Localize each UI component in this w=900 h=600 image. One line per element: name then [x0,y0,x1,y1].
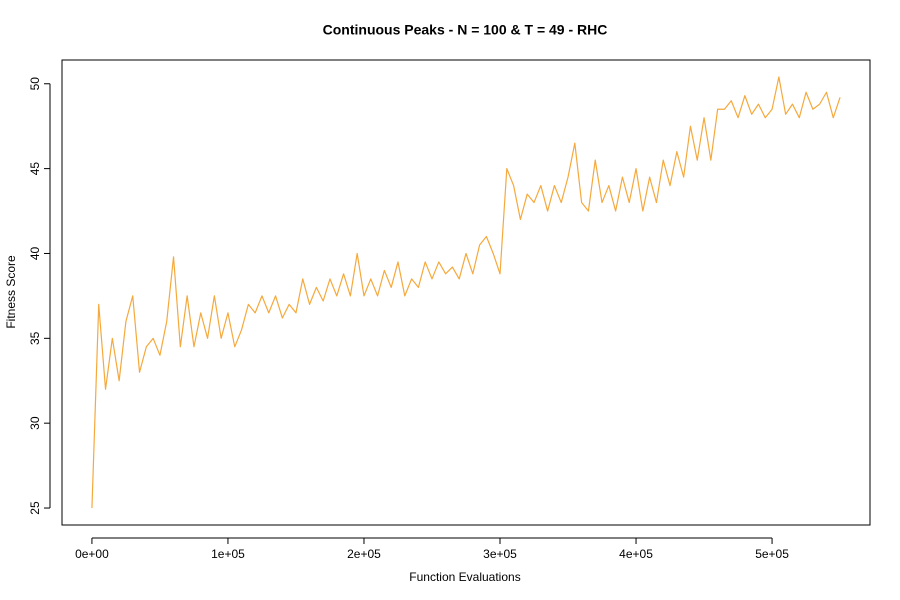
y-tick-label: 25 [28,501,42,515]
plot-frame [61,59,871,526]
chart-title: Continuous Peaks - N = 100 & T = 49 - RH… [323,22,608,38]
data-line [91,76,841,509]
x-tick-label: 2e+05 [347,547,381,561]
y-tick-label: 50 [28,77,42,91]
x-tick-label: 5e+05 [755,547,789,561]
y-tick-label: 30 [28,416,42,430]
x-axis-label: Function Evaluations [409,570,520,584]
y-tick-label: 40 [28,246,42,260]
x-tick-label: 4e+05 [619,547,653,561]
x-tick-label: 0e+00 [75,547,109,561]
y-axis-label: Fitness Score [4,255,18,329]
x-tick-label: 3e+05 [483,547,517,561]
x-tick-label: 1e+05 [211,547,245,561]
y-tick-label: 45 [28,162,42,176]
y-tick-label: 35 [28,331,42,345]
